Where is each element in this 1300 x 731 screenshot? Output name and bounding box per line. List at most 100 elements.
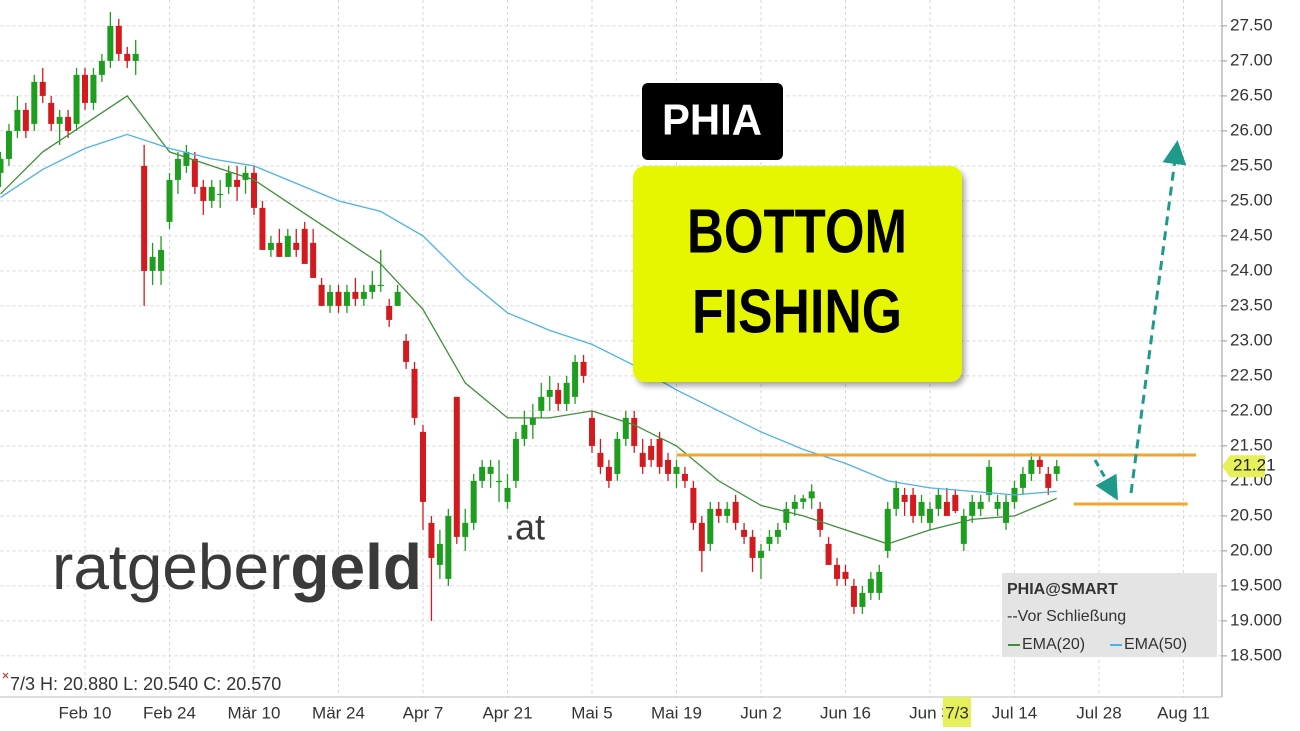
candle-body [234,179,241,187]
candle-body [622,417,629,439]
candle-body [436,543,443,565]
candle-body [918,501,925,516]
candle-body [614,438,621,474]
candle-body [479,466,486,481]
candle-body [0,158,4,173]
candle-body [597,452,604,467]
candle-body [986,466,993,495]
candle-body [327,291,334,306]
candle-body [977,501,984,509]
candle-body [158,249,165,271]
candle-body [910,494,917,516]
legend-box [1002,573,1217,657]
candle-body [817,508,824,530]
candle-body [952,494,959,511]
candle-body [648,445,655,460]
candle-body [14,109,21,131]
candle-body [22,109,29,131]
legend-title: PHIA@SMART [1007,581,1118,598]
y-tick-label: 23.50 [1230,295,1273,314]
candle-body [73,74,80,124]
candle-body [521,424,528,439]
candle-body [825,543,832,565]
candle-body [783,508,790,523]
x-tick-label: Jul 14 [992,703,1037,722]
candle-body [310,242,317,278]
crosshair-date: 7/3 [945,703,969,722]
candle-body [859,592,866,607]
candle-body [470,480,477,523]
candle-body [673,466,680,474]
candle-body [1028,459,1035,474]
ticker-box [642,83,783,160]
candle-body [335,291,342,306]
candle-body [90,74,97,103]
candle-body [529,417,536,425]
candle-body [572,361,579,397]
candle-body [411,368,418,418]
candle-body [191,158,198,187]
x-tick-label: Aug 11 [1157,703,1210,722]
candle-body [284,235,291,257]
candle-body [343,291,350,306]
y-tick-label: 22.00 [1230,400,1273,419]
y-tick-label: 20.00 [1230,540,1273,559]
x-tick-label: Jul 28 [1076,703,1121,722]
x-tick-label: Feb 10 [59,703,112,722]
candle-body [580,361,587,376]
candle-body [394,291,401,306]
candle-body [757,550,764,558]
candle-body [563,382,570,404]
candle-body [81,74,88,103]
candle-body [766,536,773,544]
x-tick-label: Mär 10 [228,703,281,722]
candle-body [48,102,55,124]
x-tick-label: Jun 3 [909,703,951,722]
ema-line [0,95,1057,545]
watermark-part: geld [290,531,422,603]
crosshair-date-box [943,697,971,727]
candle-body [496,480,503,483]
candle-body [960,515,967,544]
candle-body [901,494,908,502]
candle-body [5,130,12,159]
candle-body [690,487,697,523]
candle-body [166,179,173,222]
legend-label: EMA(50) [1124,636,1187,653]
candle-body [124,53,131,61]
candle-body [715,508,722,516]
candle-body [707,508,714,544]
last-price-tag [1222,455,1265,478]
y-tick-label: 19.500 [1230,575,1282,594]
y-tick-label: 24.50 [1230,225,1273,244]
candle-body [639,452,646,467]
candle-body [149,256,156,271]
x-tick-label: Feb 24 [143,703,196,722]
candle-body [453,396,460,537]
candle-body [800,498,807,502]
candle-body [217,193,224,196]
y-tick-label: 21.50 [1230,435,1273,454]
candle-body [504,487,511,502]
candle-body [65,116,72,131]
candle-body [926,508,933,523]
candle-body [538,396,545,411]
candle-body [605,466,612,481]
y-tick-label: 26.50 [1230,85,1273,104]
candle-body [200,186,207,201]
candle-body [1019,473,1026,488]
candle-body [56,116,63,124]
x-tick-label: Mai 19 [651,703,702,722]
candle-body [419,431,426,502]
readout-marker [2,672,9,679]
candle-body [301,228,308,264]
y-tick-label: 25.00 [1230,190,1273,209]
candle-body [876,571,883,593]
y-tick-label: 24.00 [1230,260,1273,279]
candle-body [546,389,553,397]
x-tick-label: Jun 16 [820,703,871,722]
candle-body [850,585,857,607]
candle-body [250,172,257,208]
candle-body [369,284,376,292]
candle-body [445,515,452,579]
